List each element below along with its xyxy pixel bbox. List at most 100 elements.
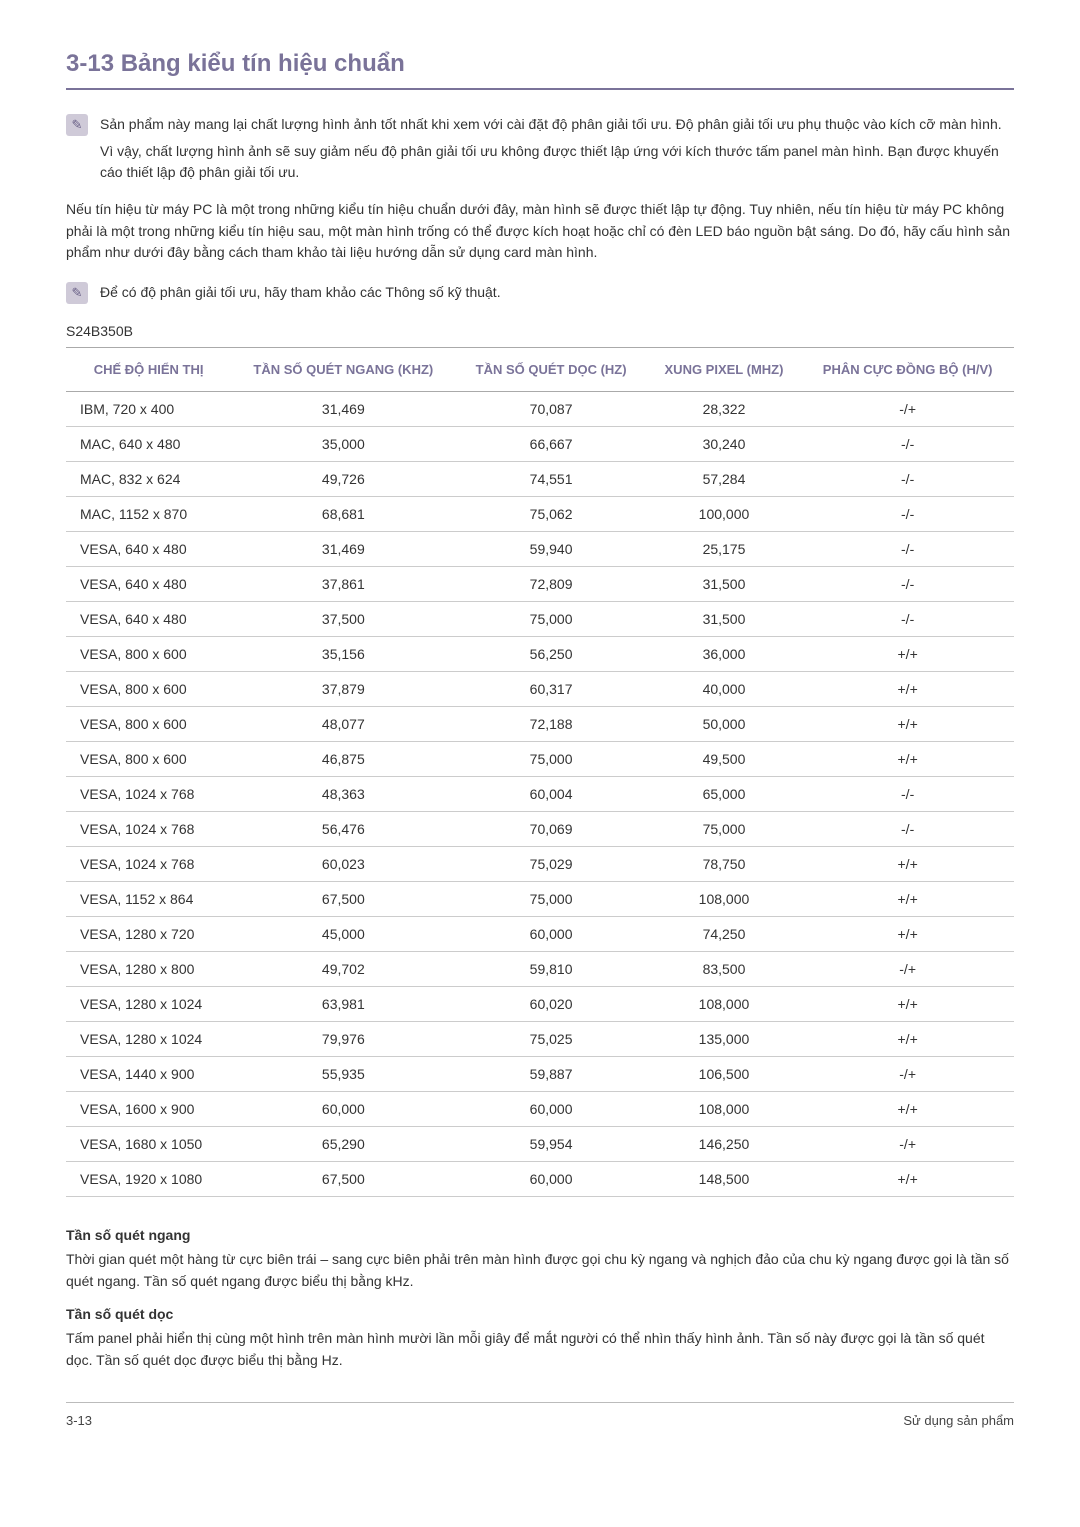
- table-row: VESA, 640 x 48037,50075,00031,500-/-: [66, 602, 1014, 637]
- table-row: VESA, 800 x 60046,87575,00049,500+/+: [66, 742, 1014, 777]
- table-row: VESA, 1440 x 90055,93559,887106,500-/+: [66, 1057, 1014, 1092]
- table-row: VESA, 1600 x 90060,00060,000108,000+/+: [66, 1092, 1014, 1127]
- table-cell: +/+: [801, 742, 1014, 777]
- note2-text: Để có độ phân giải tối ưu, hãy tham khảo…: [100, 282, 501, 303]
- table-cell: VESA, 1024 x 768: [66, 847, 231, 882]
- note-block-1: ✎ Sản phẩm này mang lại chất lượng hình …: [66, 114, 1014, 189]
- table-cell: VESA, 1280 x 720: [66, 917, 231, 952]
- table-cell: -/+: [801, 1057, 1014, 1092]
- table-cell: 37,500: [231, 602, 455, 637]
- col-hfreq: TẦN SỐ QUÉT NGANG (KHZ): [231, 348, 455, 392]
- table-cell: VESA, 1920 x 1080: [66, 1162, 231, 1197]
- table-cell: 72,809: [455, 567, 646, 602]
- note1-p1: Sản phẩm này mang lại chất lượng hình ản…: [100, 114, 1014, 135]
- table-row: VESA, 1680 x 105065,29059,954146,250-/+: [66, 1127, 1014, 1162]
- section-heading: 3-13 Bảng kiểu tín hiệu chuẩn: [66, 50, 1014, 90]
- table-cell: 60,004: [455, 777, 646, 812]
- table-row: VESA, 640 x 48037,86172,80931,500-/-: [66, 567, 1014, 602]
- table-cell: VESA, 640 x 480: [66, 567, 231, 602]
- table-cell: +/+: [801, 672, 1014, 707]
- note-icon: ✎: [66, 282, 88, 304]
- table-cell: 75,000: [647, 812, 802, 847]
- table-cell: +/+: [801, 707, 1014, 742]
- table-row: VESA, 1024 x 76856,47670,06975,000-/-: [66, 812, 1014, 847]
- table-cell: VESA, 1024 x 768: [66, 812, 231, 847]
- table-cell: +/+: [801, 987, 1014, 1022]
- table-cell: 66,667: [455, 427, 646, 462]
- table-cell: 59,940: [455, 532, 646, 567]
- table-cell: 37,879: [231, 672, 455, 707]
- table-cell: 60,000: [455, 917, 646, 952]
- table-cell: VESA, 640 x 480: [66, 602, 231, 637]
- table-cell: VESA, 800 x 600: [66, 742, 231, 777]
- table-cell: -/-: [801, 427, 1014, 462]
- table-cell: VESA, 640 x 480: [66, 532, 231, 567]
- table-row: MAC, 640 x 48035,00066,66730,240-/-: [66, 427, 1014, 462]
- table-cell: 108,000: [647, 1092, 802, 1127]
- note1-p2: Vì vậy, chất lượng hình ảnh sẽ suy giảm …: [100, 141, 1014, 183]
- table-cell: 60,000: [455, 1162, 646, 1197]
- table-row: VESA, 1280 x 102463,98160,020108,000+/+: [66, 987, 1014, 1022]
- def-vfreq-body: Tấm panel phải hiển thị cùng một hình tr…: [66, 1328, 1014, 1371]
- table-cell: 50,000: [647, 707, 802, 742]
- table-cell: +/+: [801, 1022, 1014, 1057]
- table-cell: 74,250: [647, 917, 802, 952]
- table-row: VESA, 800 x 60048,07772,18850,000+/+: [66, 707, 1014, 742]
- table-cell: 72,188: [455, 707, 646, 742]
- table-cell: 37,861: [231, 567, 455, 602]
- table-cell: 63,981: [231, 987, 455, 1022]
- def-hfreq-title: Tần số quét ngang: [66, 1227, 1014, 1243]
- table-cell: 67,500: [231, 1162, 455, 1197]
- signal-table: CHẾ ĐỘ HIỂN THỊ TẦN SỐ QUÉT NGANG (KHZ) …: [66, 347, 1014, 1197]
- table-cell: VESA, 1440 x 900: [66, 1057, 231, 1092]
- note-block-2: ✎ Để có độ phân giải tối ưu, hãy tham kh…: [66, 282, 1014, 309]
- page-footer: 3-13 Sử dụng sản phẩm: [66, 1402, 1014, 1428]
- table-cell: 31,469: [231, 392, 455, 427]
- table-row: VESA, 1920 x 108067,50060,000148,500+/+: [66, 1162, 1014, 1197]
- table-cell: 108,000: [647, 987, 802, 1022]
- table-cell: 83,500: [647, 952, 802, 987]
- col-display-mode: CHẾ ĐỘ HIỂN THỊ: [66, 348, 231, 392]
- table-cell: 146,250: [647, 1127, 802, 1162]
- table-cell: 60,000: [231, 1092, 455, 1127]
- table-cell: 59,810: [455, 952, 646, 987]
- table-cell: 49,500: [647, 742, 802, 777]
- table-cell: 78,750: [647, 847, 802, 882]
- col-pixel-clock: XUNG PIXEL (MHZ): [647, 348, 802, 392]
- table-cell: 75,000: [455, 742, 646, 777]
- table-cell: 59,954: [455, 1127, 646, 1162]
- table-cell: 40,000: [647, 672, 802, 707]
- col-sync-polarity: PHÂN CỰC ĐỒNG BỘ (H/V): [801, 348, 1014, 392]
- def-vfreq-title: Tần số quét dọc: [66, 1306, 1014, 1322]
- footer-left: 3-13: [66, 1413, 92, 1428]
- table-cell: +/+: [801, 917, 1014, 952]
- table-cell: VESA, 1280 x 800: [66, 952, 231, 987]
- table-cell: 60,317: [455, 672, 646, 707]
- table-row: VESA, 1280 x 72045,00060,00074,250+/+: [66, 917, 1014, 952]
- table-cell: 70,069: [455, 812, 646, 847]
- main-paragraph: Nếu tín hiệu từ máy PC là một trong nhữn…: [66, 199, 1014, 264]
- table-cell: -/-: [801, 462, 1014, 497]
- table-cell: -/+: [801, 952, 1014, 987]
- table-row: VESA, 1024 x 76860,02375,02978,750+/+: [66, 847, 1014, 882]
- table-cell: VESA, 800 x 600: [66, 707, 231, 742]
- table-cell: 60,000: [455, 1092, 646, 1127]
- table-cell: +/+: [801, 1162, 1014, 1197]
- table-cell: 31,500: [647, 602, 802, 637]
- table-cell: VESA, 1280 x 1024: [66, 1022, 231, 1057]
- table-row: VESA, 1152 x 86467,50075,000108,000+/+: [66, 882, 1014, 917]
- table-cell: 35,000: [231, 427, 455, 462]
- table-cell: 28,322: [647, 392, 802, 427]
- model-label: S24B350B: [66, 323, 1014, 339]
- table-cell: 67,500: [231, 882, 455, 917]
- table-cell: 45,000: [231, 917, 455, 952]
- table-cell: 56,250: [455, 637, 646, 672]
- table-cell: 65,000: [647, 777, 802, 812]
- table-cell: 108,000: [647, 882, 802, 917]
- table-cell: VESA, 1024 x 768: [66, 777, 231, 812]
- table-cell: VESA, 1680 x 1050: [66, 1127, 231, 1162]
- table-cell: -/-: [801, 602, 1014, 637]
- table-cell: -/-: [801, 777, 1014, 812]
- table-cell: 31,469: [231, 532, 455, 567]
- table-cell: 106,500: [647, 1057, 802, 1092]
